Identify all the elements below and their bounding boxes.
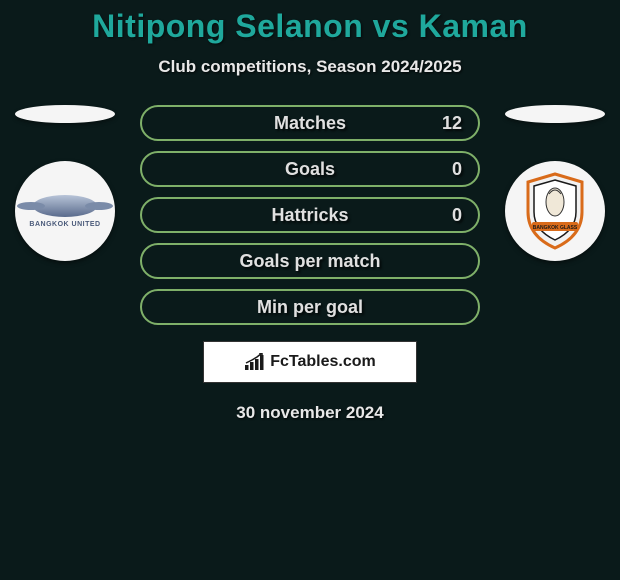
stat-row-goals: Goals 0 [140,151,480,187]
right-club-badge: BANGKOK GLASS [505,161,605,261]
left-team-column: BANGKOK UNITED [10,105,120,261]
stat-value: 0 [452,159,462,180]
season-subtitle: Club competitions, Season 2024/2025 [158,57,461,77]
date-label: 30 november 2024 [236,403,383,423]
comparison-card: Nitipong Selanon vs Kaman Club competiti… [0,0,620,423]
stat-row-matches: Matches 12 [140,105,480,141]
stat-label: Matches [274,113,346,134]
stat-row-goals-per-match: Goals per match [140,243,480,279]
stat-label: Hattricks [271,205,348,226]
attribution-text: FcTables.com [270,353,376,371]
left-badge-graphic: BANGKOK UNITED [29,187,101,235]
stat-label: Min per goal [257,297,363,318]
right-badge-graphic: BANGKOK GLASS [522,172,588,250]
left-club-badge: BANGKOK UNITED [15,161,115,261]
stat-label: Goals per match [239,251,380,272]
svg-text:BANGKOK GLASS: BANGKOK GLASS [533,225,578,231]
stats-column: Matches 12 Goals 0 Hattricks 0 Goals per… [140,105,480,325]
stat-row-hattricks: Hattricks 0 [140,197,480,233]
stat-label: Goals [285,159,335,180]
page-title: Nitipong Selanon vs Kaman [92,8,528,45]
stat-value: 0 [452,205,462,226]
main-row: BANGKOK UNITED Matches 12 Goals 0 Hattri… [0,105,620,325]
right-flag-icon [505,105,605,123]
left-flag-icon [15,105,115,123]
right-team-column: BANGKOK GLASS [500,105,610,261]
stat-value: 12 [442,113,462,134]
left-badge-text: BANGKOK UNITED [29,221,100,228]
attribution-logo: FcTables.com [203,341,417,383]
stat-row-min-per-goal: Min per goal [140,289,480,325]
chart-icon [244,353,266,371]
